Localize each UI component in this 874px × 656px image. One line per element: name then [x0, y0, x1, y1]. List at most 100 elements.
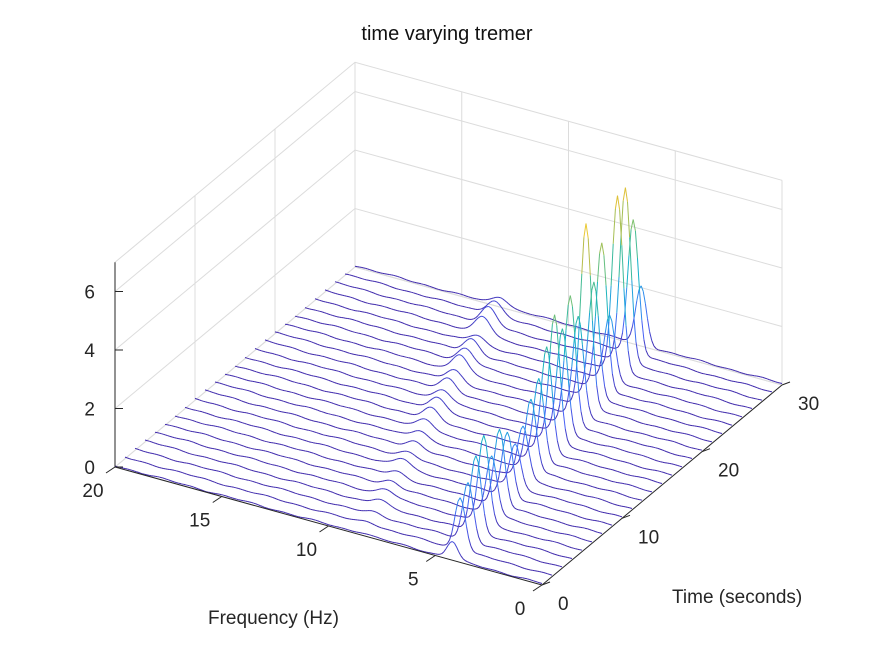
trace-segment [667, 373, 671, 375]
trace-segment [542, 483, 545, 485]
trace-segment [203, 445, 207, 448]
trace-segment [602, 477, 606, 480]
trace-segment [569, 295, 573, 307]
trace-segment [254, 370, 257, 373]
trace-segment [243, 367, 246, 369]
trace-segment [311, 452, 314, 454]
trace-segment [513, 319, 516, 322]
trace-segment [313, 452, 317, 455]
trace-segment [272, 397, 275, 400]
trace-segment [449, 435, 452, 438]
trace-segment [444, 500, 447, 502]
trace-segment [259, 382, 262, 384]
trace-segment [572, 535, 576, 537]
trace-segment [476, 528, 480, 538]
trace-segment [670, 418, 674, 421]
trace-segment [351, 386, 355, 388]
trace-segment [639, 432, 643, 434]
trace-segment [265, 417, 268, 420]
trace-segment [708, 384, 711, 387]
trace-segment [651, 458, 655, 461]
trace-segment [635, 387, 638, 389]
trace-segment [155, 442, 158, 445]
trace-segment [719, 398, 723, 401]
trace-segment [294, 315, 298, 318]
trace-segment [465, 428, 468, 431]
trace-segment [292, 447, 295, 450]
trace-segment [440, 321, 443, 324]
trace-segment [290, 380, 293, 383]
trace-segment [347, 451, 350, 454]
trace-segment [375, 403, 379, 406]
trace-segment [372, 447, 375, 449]
trace-segment [344, 307, 348, 309]
trace-segment [334, 315, 338, 318]
trace-segment [302, 372, 305, 375]
trace-segment [271, 408, 274, 410]
trace-segment [459, 505, 462, 508]
trace-segment [567, 557, 571, 559]
trace-segment [440, 289, 443, 291]
trace-segment [509, 362, 513, 365]
trace-segment [302, 450, 306, 452]
trace-segment [417, 536, 420, 539]
trace-segment [390, 363, 393, 366]
trace-segment [519, 447, 523, 458]
trace-segment [380, 305, 383, 307]
trace-segment [413, 514, 417, 516]
trace-segment [147, 452, 151, 454]
trace-segment [389, 285, 393, 288]
trace-segment [324, 456, 327, 459]
trace-segment [218, 470, 221, 473]
trace-segment [408, 451, 411, 454]
trace-segment [368, 379, 371, 382]
trace-segment [438, 465, 441, 468]
trace-segment [311, 341, 314, 344]
trace-segment [459, 354, 463, 357]
trace-segment [488, 306, 492, 309]
trace-segment [479, 308, 482, 310]
trace-segment [400, 366, 404, 369]
trace-segment [445, 344, 449, 347]
trace-segment [182, 472, 185, 474]
spectrum-trace [224, 373, 653, 493]
trace-segment [232, 397, 236, 399]
trace-segment [387, 529, 390, 531]
trace-segment [449, 301, 452, 304]
trace-segment [432, 330, 435, 333]
trace-segment [520, 509, 524, 512]
trace-segment [704, 383, 707, 386]
trace-segment [685, 389, 689, 391]
trace-segment [743, 373, 746, 375]
trace-segment [477, 454, 480, 457]
trace-segment [408, 324, 412, 327]
trace-segment [563, 377, 566, 380]
trace-segment [434, 390, 437, 393]
trace-segment [458, 345, 462, 348]
trace-segment [249, 435, 253, 438]
trace-segment [285, 512, 289, 514]
trace-segment [666, 385, 669, 387]
trace-segment [505, 440, 509, 442]
trace-segment [175, 460, 178, 462]
trace-segment [208, 413, 211, 416]
trace-segment [602, 466, 605, 469]
trace-segment [171, 425, 174, 427]
trace-segment [417, 293, 420, 296]
trace-segment [566, 501, 569, 503]
trace-segment [484, 467, 487, 470]
trace-segment [443, 489, 447, 491]
trace-segment [546, 346, 550, 356]
trace-segment [643, 489, 646, 491]
trace-segment [599, 488, 602, 490]
trace-segment [312, 430, 315, 433]
trace-segment [415, 503, 418, 506]
trace-segment [551, 530, 554, 533]
trace-segment [589, 540, 593, 543]
trace-segment [705, 406, 708, 409]
trace-segment [423, 538, 427, 541]
trace-segment [570, 393, 574, 400]
trace-segment [329, 290, 332, 293]
trace-segment [496, 382, 499, 384]
trace-segment [633, 464, 636, 467]
